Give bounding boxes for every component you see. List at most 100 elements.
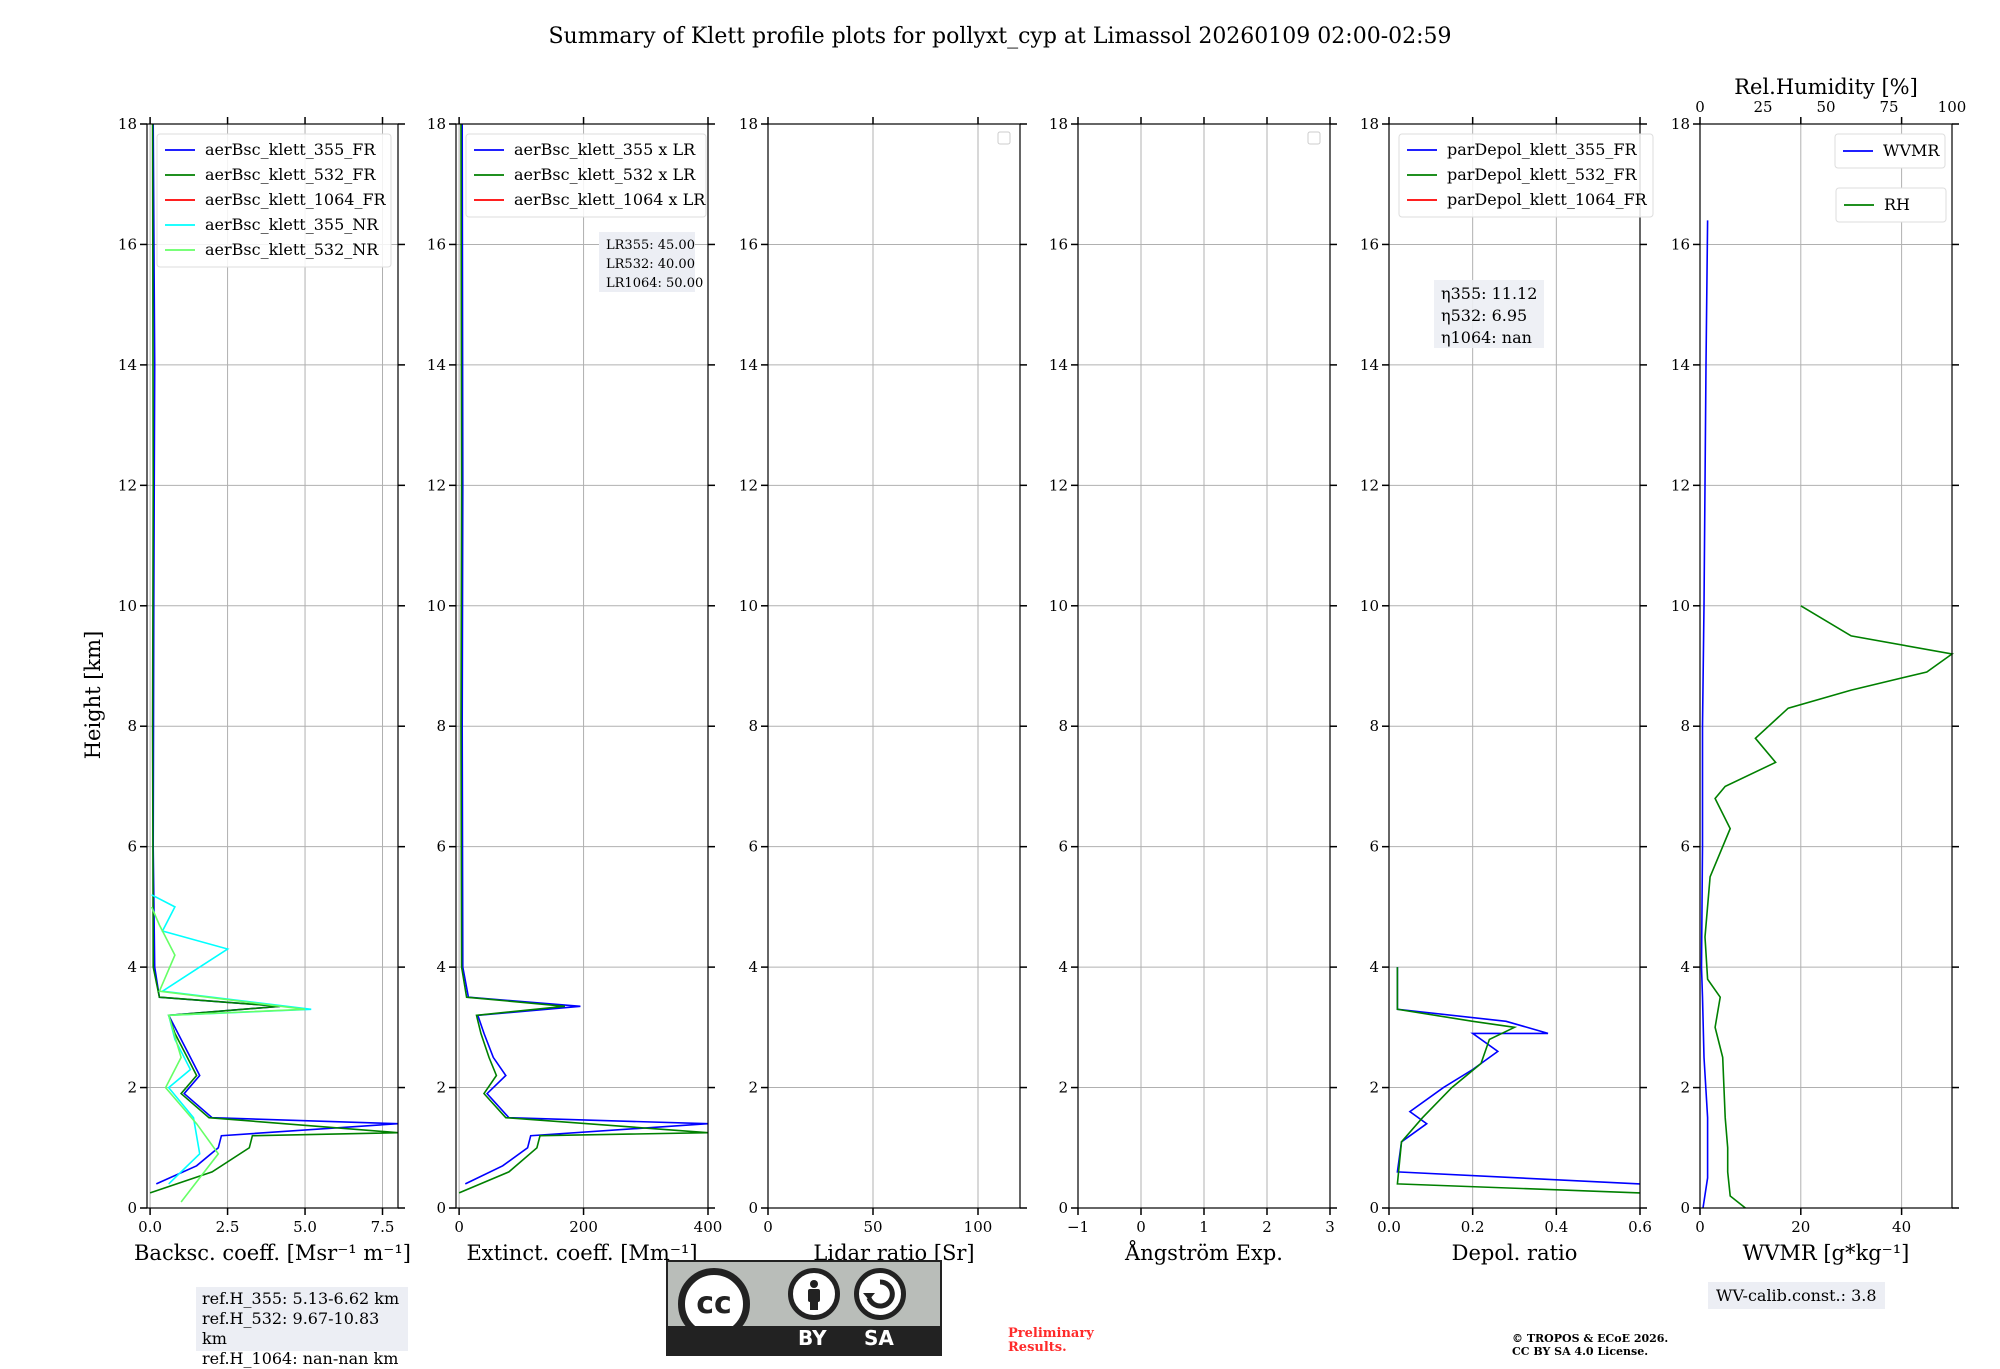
- preliminary-line-2: Results.: [1008, 1340, 1067, 1355]
- x-tick-label: 0.0: [1377, 1218, 1401, 1236]
- y-tick-label: 14: [118, 356, 137, 374]
- x-tick-label: 5.0: [293, 1218, 317, 1236]
- share-alike-icon: [854, 1268, 906, 1320]
- top-x-tick-label: 100: [1938, 98, 1967, 116]
- y-tick-label: 14: [1360, 356, 1379, 374]
- y-tick-label: 16: [1360, 235, 1379, 253]
- x-tick-label: 0: [1136, 1218, 1146, 1236]
- x-tick-label: −1: [1067, 1218, 1089, 1236]
- y-tick-label: 18: [118, 115, 137, 133]
- y-tick-label: 0: [1369, 1199, 1379, 1217]
- y-tick-label: 4: [1680, 958, 1690, 976]
- y-tick-label: 8: [1058, 717, 1068, 735]
- legend-label: parDepol_klett_1064_FR: [1447, 190, 1648, 209]
- y-tick-label: 16: [739, 235, 758, 253]
- figure-title: Summary of Klett profile plots for polly…: [548, 24, 1451, 49]
- x-tick-label: 2: [1262, 1218, 1272, 1236]
- y-tick-label: 16: [1671, 235, 1690, 253]
- legend-label: aerBsc_klett_532 x LR: [514, 165, 696, 184]
- y-tick-label: 18: [1049, 115, 1068, 133]
- y-tick-label: 16: [1049, 235, 1068, 253]
- y-tick-label: 2: [748, 1079, 758, 1097]
- x-tick-label: 0: [763, 1218, 773, 1236]
- top-x-tick-label: 75: [1879, 98, 1898, 116]
- cc-license-badge: cc BY SA: [666, 1260, 942, 1356]
- y-tick-label: 6: [1369, 838, 1379, 856]
- lr-info-line: LR355: 45.00: [606, 238, 695, 253]
- x-axis-label: WVMR [g*kg⁻¹]: [1743, 1241, 1910, 1265]
- cc-label-strip: [668, 1326, 940, 1354]
- x-tick-label: 400: [694, 1218, 723, 1236]
- x-axis-label: Ångström Exp.: [1124, 1240, 1283, 1265]
- y-tick-label: 6: [748, 838, 758, 856]
- series-line-parDepol_klett_355_FR: [1396, 967, 1641, 1185]
- preliminary-line-1: Preliminary: [1008, 1326, 1094, 1341]
- rh-axis-label: Rel.Humidity [%]: [1734, 75, 1918, 99]
- y-tick-label: 18: [1671, 115, 1690, 133]
- legend-box: [1834, 133, 1946, 169]
- lr-info-line: LR1064: 50.00: [606, 276, 703, 291]
- plot-frame: [1699, 123, 1953, 1209]
- series-line-WVMR: [1700, 220, 1709, 1209]
- y-tick-label: 0: [1680, 1199, 1690, 1217]
- y-tick-label: 8: [748, 717, 758, 735]
- y-tick-label: 4: [1058, 958, 1068, 976]
- legend-box: [1398, 133, 1654, 218]
- x-tick-label: 0.6: [1628, 1218, 1652, 1236]
- y-tick-label: 12: [739, 476, 758, 494]
- panel-depol: 0 2 4 6 8 10 12 14 16 18 0.0 0.2 0.4 0.6 Depol. ratio p…: [1360, 115, 1654, 1265]
- x-tick-label: 7.5: [371, 1218, 395, 1236]
- y-tick-label: 18: [427, 115, 446, 133]
- y-tick-label: 14: [739, 356, 758, 374]
- legend-label: aerBsc_klett_355_FR: [205, 140, 376, 159]
- eta-info-box: [1434, 280, 1544, 348]
- lr-info-box: [599, 232, 695, 292]
- series-line-parDepol_klett_532_FR: [1396, 967, 1641, 1194]
- y-tick-label: 8: [1680, 717, 1690, 735]
- y-axis-label: Height [km]: [81, 631, 105, 760]
- y-tick-label: 12: [1671, 476, 1690, 494]
- y-tick-label: 6: [1680, 838, 1690, 856]
- copyright-note: © TROPOS & ECoE 2026. CC BY SA 4.0 Licen…: [1512, 1332, 1668, 1358]
- plot-frame: [767, 123, 1021, 1209]
- x-tick-label: 2.5: [216, 1218, 240, 1236]
- copyright-line-2: CC BY SA 4.0 License.: [1512, 1345, 1649, 1358]
- y-tick-label: 2: [1058, 1079, 1068, 1097]
- y-tick-label: 18: [739, 115, 758, 133]
- y-tick-label: 0: [436, 1199, 446, 1217]
- y-tick-label: 12: [1360, 476, 1379, 494]
- cc-sa-label: SA: [864, 1326, 894, 1350]
- legend-label: aerBsc_klett_532_NR: [205, 240, 379, 259]
- x-tick-label: 0.2: [1461, 1218, 1485, 1236]
- y-tick-label: 12: [427, 476, 446, 494]
- legend-label: aerBsc_klett_532_FR: [205, 165, 376, 184]
- x-axis-label: Depol. ratio: [1452, 1241, 1578, 1265]
- y-tick-label: 6: [1058, 838, 1068, 856]
- y-tick-label: 0: [748, 1199, 758, 1217]
- lr-info-line: LR532: 40.00: [606, 257, 695, 272]
- ref-height-1064: ref.H_1064: nan-nan km: [202, 1349, 399, 1368]
- y-tick-label: 2: [436, 1079, 446, 1097]
- y-tick-label: 10: [427, 597, 446, 615]
- x-tick-label: 1: [1199, 1218, 1209, 1236]
- y-tick-label: 16: [118, 235, 137, 253]
- preliminary-note: Preliminary Results.: [1008, 1327, 1094, 1355]
- x-axis-label: Extinct. coeff. [Mm⁻¹]: [466, 1241, 697, 1265]
- x-tick-label: 20: [1791, 1218, 1810, 1236]
- y-tick-label: 10: [1671, 597, 1690, 615]
- y-tick-label: 12: [118, 476, 137, 494]
- empty-legend-box: [1307, 131, 1321, 145]
- y-tick-label: 10: [739, 597, 758, 615]
- cc-by-label: BY: [798, 1326, 827, 1350]
- series-line-RH: [1704, 605, 1955, 1209]
- panel-extinction: 0 2 4 6 8 10 12 14 16 18 0 200 400 Extinct. coeff. [M…: [427, 115, 722, 1265]
- y-tick-label: 0: [1058, 1199, 1068, 1217]
- wv-calib-box: WV-calib.const.: 3.8: [1708, 1282, 1885, 1309]
- plot-frame: [1388, 123, 1641, 1209]
- ref-height-355: ref.H_355: 5.13-6.62 km: [202, 1289, 400, 1308]
- x-tick-label: 0: [454, 1218, 464, 1236]
